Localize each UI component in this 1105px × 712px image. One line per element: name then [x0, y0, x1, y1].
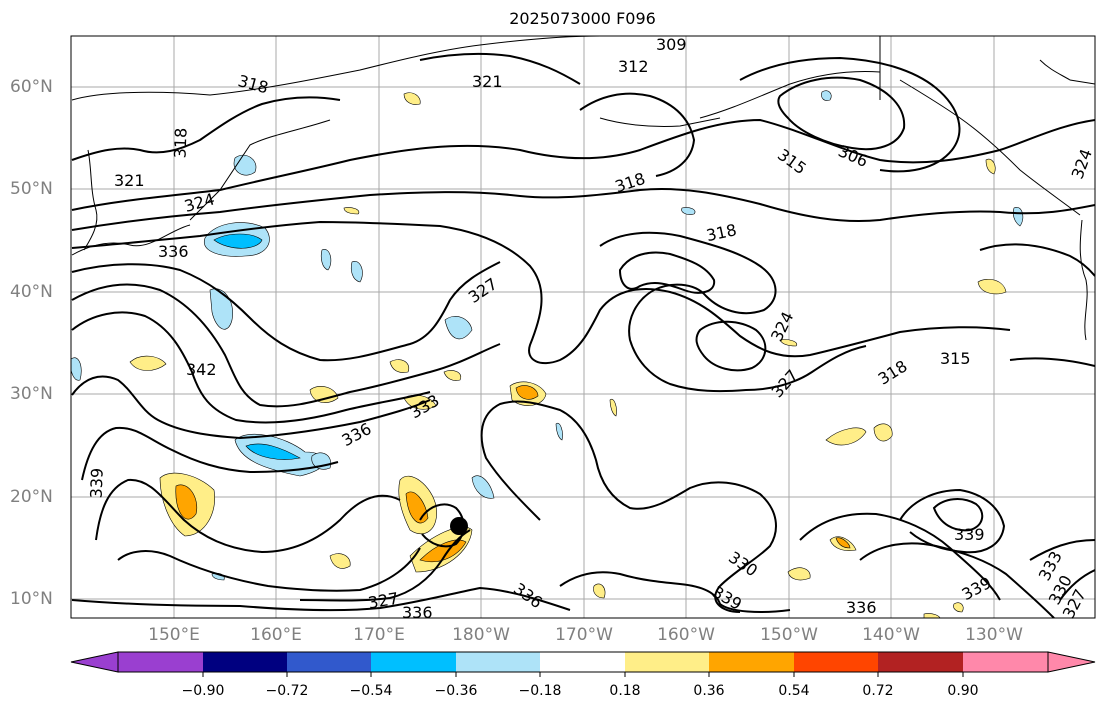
colorbar-min-extension [70, 651, 119, 673]
colorbar-tick-label: −0.18 [518, 683, 562, 699]
colorbar-tick-label: 0.36 [693, 683, 725, 699]
colorbar-tick-label: 0.72 [862, 683, 894, 699]
lon-label: 140°W [862, 625, 920, 645]
contour-label: 342 [186, 360, 217, 379]
colorbar-tick-label: 0.90 [947, 683, 979, 699]
colorbar-max-extension [1047, 651, 1096, 673]
lat-label: 30°N [10, 384, 53, 404]
lon-label: 150°E [148, 625, 200, 645]
colorbar-segment [878, 652, 963, 672]
colorbar-segment [709, 652, 794, 672]
contour-label: 309 [656, 35, 687, 54]
coastlines [71, 36, 1095, 341]
storm-center-dot [450, 517, 468, 535]
lon-label: 130°W [965, 625, 1023, 645]
positive-shading [129, 92, 1007, 618]
lat-label: 20°N [10, 487, 53, 507]
colorbar-segment [118, 652, 203, 672]
contour-label: 312 [618, 57, 649, 76]
colorbar-tick-label: −0.54 [349, 683, 393, 699]
contour-label: 339 [87, 468, 107, 499]
contour-label: 321 [472, 72, 503, 91]
colorbar-segment [794, 652, 878, 672]
colorbar-tick-label: −0.72 [265, 683, 309, 699]
contour-label: 339 [954, 525, 985, 544]
lon-label: 180°W [452, 625, 510, 645]
colorbar-segment [287, 652, 371, 672]
contour-label: 336 [402, 603, 433, 622]
lat-label: 10°N [10, 589, 53, 609]
colorbar-segment [371, 652, 456, 672]
colorbar-segment [963, 652, 1048, 672]
lon-label: 150°W [760, 625, 818, 645]
map-border [70, 35, 1096, 619]
map-area [71, 36, 1095, 618]
colorbar-tick-label: 0.54 [778, 683, 810, 699]
lon-label: 170°W [555, 625, 613, 645]
contour-label: 336 [158, 242, 189, 261]
graticule [71, 36, 1095, 618]
lat-label: 40°N [10, 282, 53, 302]
contour-label: 336 [846, 598, 877, 617]
contour-label: 315 [940, 349, 971, 368]
height-contours [71, 52, 1095, 618]
colorbar-segment [203, 652, 287, 672]
colorbar-segment [540, 652, 625, 672]
colorbar [70, 651, 1096, 677]
lon-label: 160°E [250, 625, 302, 645]
lat-label: 60°N [10, 77, 53, 97]
map-title: 2025073000 F096 [509, 9, 656, 28]
contour-label: 321 [114, 171, 145, 190]
lat-label: 50°N [10, 179, 53, 199]
colorbar-tick-label: −0.90 [181, 683, 225, 699]
contour-label: 318 [171, 127, 191, 158]
colorbar-tick-label: 0.18 [609, 683, 641, 699]
colorbar-segment [625, 652, 709, 672]
lon-label: 170°E [353, 625, 405, 645]
negative-shading [71, 90, 1024, 581]
colorbar-segment [456, 652, 540, 672]
lon-label: 160°W [657, 625, 715, 645]
colorbar-tick-label: −0.36 [434, 683, 478, 699]
